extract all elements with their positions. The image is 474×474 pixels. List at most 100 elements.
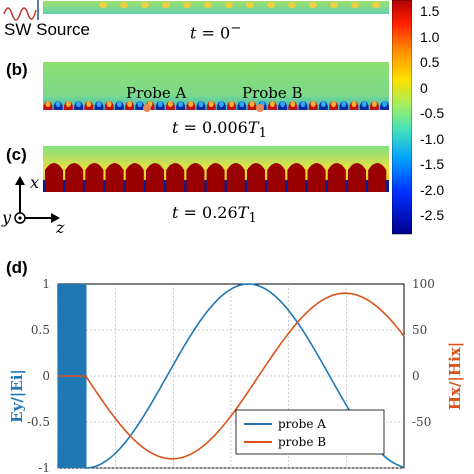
field-lobe-halo bbox=[157, 101, 163, 107]
field-lobe-halo bbox=[249, 101, 255, 107]
axis-z-label: z bbox=[56, 218, 65, 237]
field-blob bbox=[99, 2, 107, 8]
coordinate-axes-icon bbox=[14, 176, 60, 224]
field-blob bbox=[120, 2, 128, 8]
field-lobe-halo bbox=[280, 101, 286, 107]
field-lobe bbox=[307, 163, 326, 192]
field-blob bbox=[225, 2, 233, 8]
y-left-tick-label: 0 bbox=[42, 369, 50, 383]
sw-source-label: SW Source bbox=[4, 20, 90, 39]
field-map-c-svg bbox=[43, 146, 389, 192]
field-lobe bbox=[45, 163, 63, 192]
field-lobe bbox=[85, 163, 104, 192]
probe-b-label: Probe B bbox=[242, 84, 303, 102]
legend-entry-label: probe A bbox=[278, 417, 326, 431]
probe-a-marker bbox=[143, 104, 151, 112]
field-lobe-halo bbox=[127, 101, 133, 107]
axis-x-label: x bbox=[30, 173, 40, 192]
probe-a-label: Probe A bbox=[126, 84, 187, 102]
panel-b-time-label: t = 0.006T1 bbox=[172, 118, 267, 142]
y-left-tick-label: 0.5 bbox=[31, 323, 50, 337]
field-blob bbox=[288, 2, 296, 8]
colorbar-tick-label: 0.5 bbox=[420, 54, 440, 70]
colorbar-tick-label: -1.5 bbox=[420, 156, 445, 172]
field-lobe-halo bbox=[76, 101, 82, 107]
field-lobe bbox=[368, 163, 387, 192]
field-lobe-halo bbox=[382, 101, 388, 107]
field-blob bbox=[267, 2, 275, 8]
field-map-a-svg bbox=[43, 1, 389, 14]
sw-source-wave-icon bbox=[3, 0, 39, 21]
field-lobe-halo bbox=[106, 101, 112, 107]
field-lobe-halo bbox=[167, 101, 173, 107]
probe-b-marker bbox=[256, 104, 264, 112]
field-lobe-halo bbox=[361, 101, 367, 107]
field-lobe-halo bbox=[96, 101, 102, 107]
panel-d-label: (d) bbox=[6, 258, 28, 277]
legend-box bbox=[235, 409, 385, 455]
field-blob bbox=[246, 2, 254, 8]
colorbar-tick-label: -1.0 bbox=[420, 130, 445, 147]
field-lobe bbox=[65, 163, 84, 192]
panel-c-time-label: t = 0.26T1 bbox=[172, 203, 257, 227]
field-lobe bbox=[348, 163, 366, 192]
field-map-b-svg bbox=[43, 62, 389, 110]
field-lobe bbox=[247, 163, 265, 192]
y-right-tick-label: 100 bbox=[412, 277, 435, 291]
field-lobe-halo bbox=[351, 101, 357, 107]
colorbar-tick-label: -0.5 bbox=[420, 105, 445, 121]
y-right-tick-label: 50 bbox=[412, 323, 427, 337]
field-lobe-halo bbox=[116, 101, 122, 107]
field-map-a bbox=[43, 0, 389, 14]
field-lobe-halo bbox=[320, 101, 326, 107]
field-lobe-halo bbox=[188, 101, 194, 107]
field-lobe bbox=[125, 163, 144, 192]
panel-c-label: (c) bbox=[6, 145, 27, 164]
field-lobe-halo bbox=[218, 101, 224, 107]
field-lobe-halo bbox=[269, 101, 275, 107]
field-lobe-halo bbox=[229, 101, 235, 107]
field-lobe bbox=[226, 163, 245, 192]
y-left-tick-label: -0.5 bbox=[27, 415, 50, 429]
field-blob bbox=[204, 2, 212, 8]
field-blob bbox=[330, 2, 338, 8]
legend-entry-label: probe B bbox=[278, 435, 326, 449]
field-map-b bbox=[43, 62, 389, 110]
field-lobe bbox=[146, 163, 164, 192]
field-lobe-halo bbox=[208, 101, 214, 107]
probe-time-series-chart: 1 0.5 0 -0.5 -1 100 50 0 -50 Ey/|Ei| Hx/|Hix| probe… bbox=[8, 277, 464, 474]
field-lobe bbox=[267, 163, 286, 192]
field-lobe bbox=[105, 163, 124, 192]
field-blob bbox=[351, 2, 359, 8]
field-blob bbox=[183, 2, 191, 8]
field-lobe-halo bbox=[300, 101, 306, 107]
field-lobe-halo bbox=[371, 101, 377, 107]
field-lobe-halo bbox=[137, 101, 143, 107]
y-left-axis-label: Ey/|Ei| bbox=[8, 369, 26, 423]
field-lobe-halo bbox=[341, 101, 347, 107]
field-lobe bbox=[327, 163, 346, 192]
field-blob bbox=[372, 2, 380, 8]
y-right-tick-label: 0 bbox=[412, 369, 420, 383]
colorbar-tick-label: 1.5 bbox=[420, 3, 440, 19]
field-map-c bbox=[43, 146, 389, 192]
field-blob bbox=[141, 2, 149, 8]
y-left-tick-label: 1 bbox=[42, 277, 50, 291]
colorbar bbox=[392, 0, 412, 235]
field-lobe-halo bbox=[239, 101, 245, 107]
field-lobe-halo bbox=[290, 101, 296, 107]
field-lobe bbox=[186, 163, 205, 192]
field-lobe-halo bbox=[55, 101, 61, 107]
field-lobe-halo bbox=[86, 101, 92, 107]
field-blob bbox=[309, 2, 317, 8]
field-lobe bbox=[206, 163, 225, 192]
field-lobe bbox=[166, 163, 185, 192]
panel-b-label: (b) bbox=[6, 60, 28, 79]
field-lobe-halo bbox=[45, 101, 51, 107]
axis-y-label: y bbox=[2, 208, 12, 227]
field-lobe-halo bbox=[310, 101, 316, 107]
field-lobe-halo bbox=[65, 101, 71, 107]
field-lobe-halo bbox=[198, 101, 204, 107]
y-right-axis-label: Hx/|Hix| bbox=[446, 342, 464, 410]
colorbar-tick-label: -2.5 bbox=[420, 207, 445, 223]
